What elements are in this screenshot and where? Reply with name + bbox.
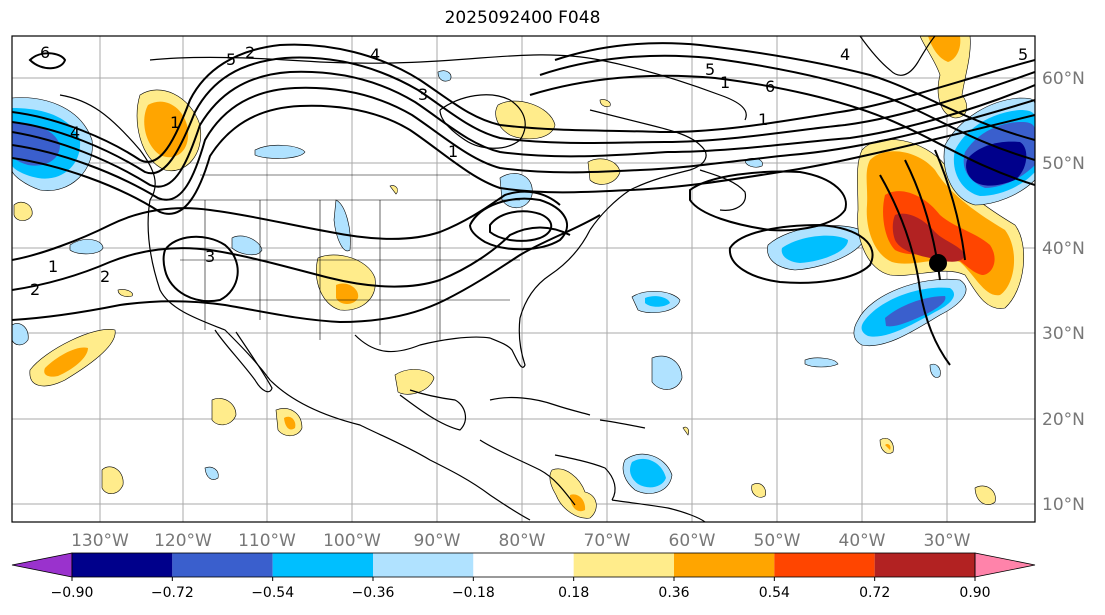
colorbar-extend-min xyxy=(11,552,73,578)
colorbar-tick-label: 0.18 xyxy=(558,585,589,601)
contour-lines xyxy=(12,42,1035,366)
lat-label: 10°N xyxy=(1042,495,1085,515)
lon-label: 30°W xyxy=(924,531,971,551)
contour-label: 6 xyxy=(40,43,50,62)
colorbar-tick-label: 0.72 xyxy=(859,585,890,601)
anomaly-shading xyxy=(12,36,1035,519)
colorbar-segment xyxy=(674,553,775,577)
colorbar-segment xyxy=(874,553,975,577)
colorbar-extend-max xyxy=(974,552,1036,578)
colorbar-tick-label: −0.18 xyxy=(452,585,495,601)
contour-label: 3 xyxy=(418,85,428,104)
colorbar-tick-label: −0.72 xyxy=(151,585,194,601)
longitude-labels: 130°W 120°W 110°W 100°W 90°W 80°W 70°W 6… xyxy=(71,531,971,551)
lon-label: 110°W xyxy=(238,531,296,551)
colorbar-tick-label: −0.36 xyxy=(352,585,395,601)
lon-label: 60°W xyxy=(669,531,716,551)
colorbar-segment xyxy=(573,553,674,577)
contour-label: 4 xyxy=(70,123,80,142)
contour-label: 6 xyxy=(765,77,775,96)
contour-label: 1 xyxy=(720,73,730,92)
lat-label: 50°N xyxy=(1042,154,1085,174)
colorbar-outline xyxy=(71,552,976,578)
lon-label: 100°W xyxy=(323,531,381,551)
lat-label: 20°N xyxy=(1042,410,1085,430)
contour-label: 5 xyxy=(705,60,715,79)
colorbar-segment xyxy=(473,553,574,577)
colorbar-tick-label: −0.90 xyxy=(51,585,94,601)
colorbar-tick-label: 0.90 xyxy=(959,585,990,601)
contour-label: 4 xyxy=(370,45,380,64)
lat-label: 30°N xyxy=(1042,324,1085,344)
lat-label: 60°N xyxy=(1042,69,1085,89)
lon-label: 120°W xyxy=(154,531,212,551)
lat-label: 40°N xyxy=(1042,239,1085,259)
lon-label: 130°W xyxy=(71,531,129,551)
contour-label: 1 xyxy=(48,257,58,276)
colorbar-tick-label: 0.36 xyxy=(658,585,689,601)
storm-center-marker xyxy=(929,254,947,272)
colorbar-tick-label: −0.54 xyxy=(251,585,294,601)
map-title: 2025092400 F048 xyxy=(444,8,601,28)
lon-label: 40°W xyxy=(839,531,886,551)
lon-label: 80°W xyxy=(499,531,546,551)
colorbar: −0.90 −0.72 −0.54 −0.36 −0.18 0.18 0.36 0.54 0.7… xyxy=(11,552,1036,601)
contour-label: 2 xyxy=(245,43,255,62)
colorbar-segment xyxy=(72,553,173,577)
plot-border xyxy=(11,35,1036,523)
contour-label: 5 xyxy=(226,50,236,69)
lon-label: 90°W xyxy=(414,531,461,551)
lon-label: 70°W xyxy=(584,531,631,551)
contour-label: 3 xyxy=(205,247,215,266)
contour-label: 2 xyxy=(100,267,110,286)
contour-label: 4 xyxy=(840,45,850,64)
contour-label-group: 6 5 4 3 2 1 1 2 3 4 5 6 1 1 2 1 4 5 xyxy=(30,43,1028,299)
lon-label: 50°W xyxy=(754,531,801,551)
colorbar-segment xyxy=(373,553,474,577)
contour-label: 1 xyxy=(758,110,768,129)
colorbar-tick-label: 0.54 xyxy=(759,585,790,601)
contour-label: 1 xyxy=(448,142,458,161)
contour-label: 5 xyxy=(1018,45,1028,64)
contour-label: 1 xyxy=(170,113,180,132)
colorbar-segment xyxy=(172,553,273,577)
latitude-labels: 60°N 50°N 40°N 30°N 20°N 10°N xyxy=(1042,69,1085,515)
contour-label: 2 xyxy=(30,280,40,299)
colorbar-segment xyxy=(272,553,373,577)
colorbar-segment xyxy=(774,553,875,577)
